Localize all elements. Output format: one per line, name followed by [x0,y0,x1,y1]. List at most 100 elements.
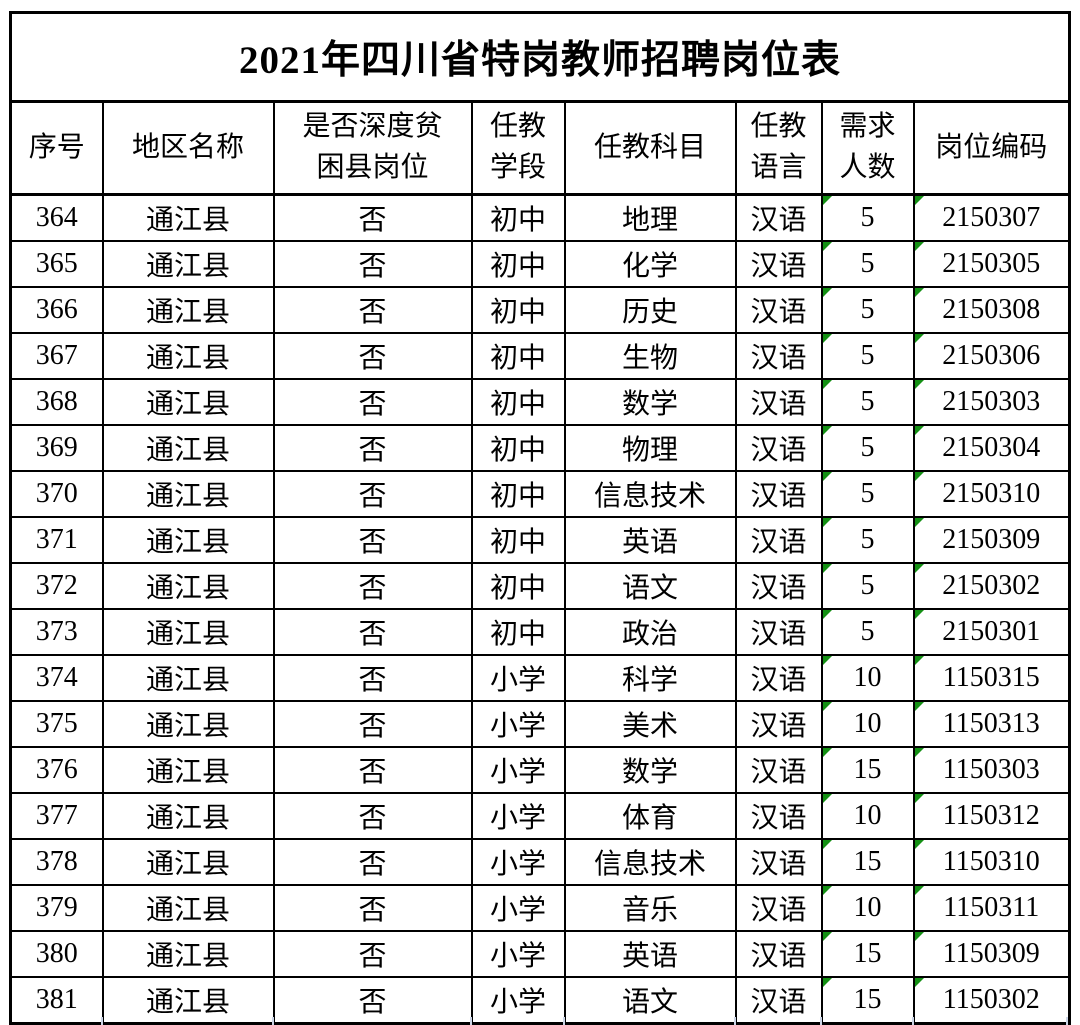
cell-stage: 小学 [470,700,566,748]
cell-code: 2150301 [912,608,1071,656]
cell-demand: 5 [820,516,915,564]
cell-no: 368 [9,378,104,426]
cell-demand: 10 [820,792,915,840]
cell-no: 371 [9,516,104,564]
cell-poverty: 否 [272,470,473,518]
number-stored-as-text-flag-icon [914,840,924,849]
table-row: 378 通江县否小学 信息技术 汉语 15 1150310 [9,838,1071,886]
cell-subject: 地理 [563,193,737,242]
cell-poverty: 否 [272,792,473,840]
cell-poverty: 否 [272,746,473,794]
cell-stage: 初中 [470,378,566,426]
cell-poverty: 否 [272,193,473,242]
cell-code: 2150302 [912,562,1071,610]
cell-stage: 初中 [470,332,566,380]
number-stored-as-text-flag-icon [914,702,924,711]
number-stored-as-text-flag-icon [914,932,924,941]
cell-language: 汉语 [734,838,823,886]
number-stored-as-text-flag-icon [914,794,924,803]
cell-region: 通江县 [101,424,275,472]
number-stored-as-text-flag-icon [914,610,924,619]
cell-poverty: 否 [272,700,473,748]
cell-poverty: 否 [272,286,473,334]
cell-language: 汉语 [734,562,823,610]
cell-code: 2150310 [912,470,1071,518]
cell-no: 364 [9,193,104,242]
cell-language: 汉语 [734,240,823,288]
cell-code: 1150313 [912,700,1071,748]
cell-region: 通江县 [101,332,275,380]
cell-language: 汉语 [734,424,823,472]
cell-language: 汉语 [734,976,823,1025]
cell-code: 2150308 [912,286,1071,334]
cell-poverty: 否 [272,654,473,702]
number-stored-as-text-flag-icon [914,288,924,297]
cell-region: 通江县 [101,930,275,978]
cell-no: 367 [9,332,104,380]
number-stored-as-text-flag-icon [914,978,924,987]
cell-no: 380 [9,930,104,978]
cell-no: 366 [9,286,104,334]
cell-region: 通江县 [101,654,275,702]
cell-stage: 初中 [470,470,566,518]
cell-region: 通江县 [101,562,275,610]
cell-region: 通江县 [101,700,275,748]
table-row: 375 通江县否小学 美术 汉语 10 1150313 [9,700,1071,748]
table-row: 369 通江县否初中 物理 汉语 5 2150304 [9,424,1071,472]
cell-demand: 15 [820,976,915,1025]
cell-region: 通江县 [101,378,275,426]
number-stored-as-text-flag-icon [822,748,832,757]
column-header-demand: 需求 人数 [820,100,915,196]
table-row: 364 通江县否初中 地理 汉语 5 2150307 [9,193,1071,242]
cell-code: 2150309 [912,516,1071,564]
number-stored-as-text-flag-icon [822,656,832,665]
cell-region: 通江县 [101,516,275,564]
cell-subject: 物理 [563,424,737,472]
cell-poverty: 否 [272,562,473,610]
cell-subject: 语文 [563,562,737,610]
cell-poverty: 否 [272,240,473,288]
number-stored-as-text-flag-icon [914,886,924,895]
cell-subject: 英语 [563,930,737,978]
cell-subject: 语文 [563,976,737,1025]
cell-subject: 美术 [563,700,737,748]
cell-code: 1150303 [912,746,1071,794]
number-stored-as-text-flag-icon [822,794,832,803]
cell-subject: 英语 [563,516,737,564]
cell-region: 通江县 [101,240,275,288]
cell-poverty: 否 [272,608,473,656]
column-header-code: 岗位编码 [912,100,1071,196]
cell-stage: 初中 [470,424,566,472]
number-stored-as-text-flag-icon [822,518,832,527]
cell-no: 370 [9,470,104,518]
cell-language: 汉语 [734,884,823,932]
cell-poverty: 否 [272,332,473,380]
cell-code: 2150305 [912,240,1071,288]
number-stored-as-text-flag-icon [822,886,832,895]
number-stored-as-text-flag-icon [822,978,832,987]
cell-stage: 小学 [470,884,566,932]
cell-demand: 10 [820,884,915,932]
cell-demand: 5 [820,193,915,242]
cell-poverty: 否 [272,378,473,426]
column-header-language: 任教 语言 [734,100,823,196]
cell-subject: 科学 [563,654,737,702]
cell-demand: 15 [820,838,915,886]
table-row: 377 通江县否小学 体育 汉语 10 1150312 [9,792,1071,840]
cell-poverty: 否 [272,930,473,978]
cell-language: 汉语 [734,516,823,564]
table-row: 374 通江县否小学 科学 汉语 10 1150315 [9,654,1071,702]
cell-region: 通江县 [101,792,275,840]
cell-code: 1150310 [912,838,1071,886]
cell-subject: 生物 [563,332,737,380]
number-stored-as-text-flag-icon [914,518,924,527]
number-stored-as-text-flag-icon [914,426,924,435]
column-header-no: 序号 [9,100,104,196]
cell-demand: 5 [820,424,915,472]
cell-demand: 10 [820,700,915,748]
cell-no: 375 [9,700,104,748]
table-row: 373 通江县否初中 政治 汉语 5 2150301 [9,608,1071,656]
cell-no: 376 [9,746,104,794]
number-stored-as-text-flag-icon [914,564,924,573]
